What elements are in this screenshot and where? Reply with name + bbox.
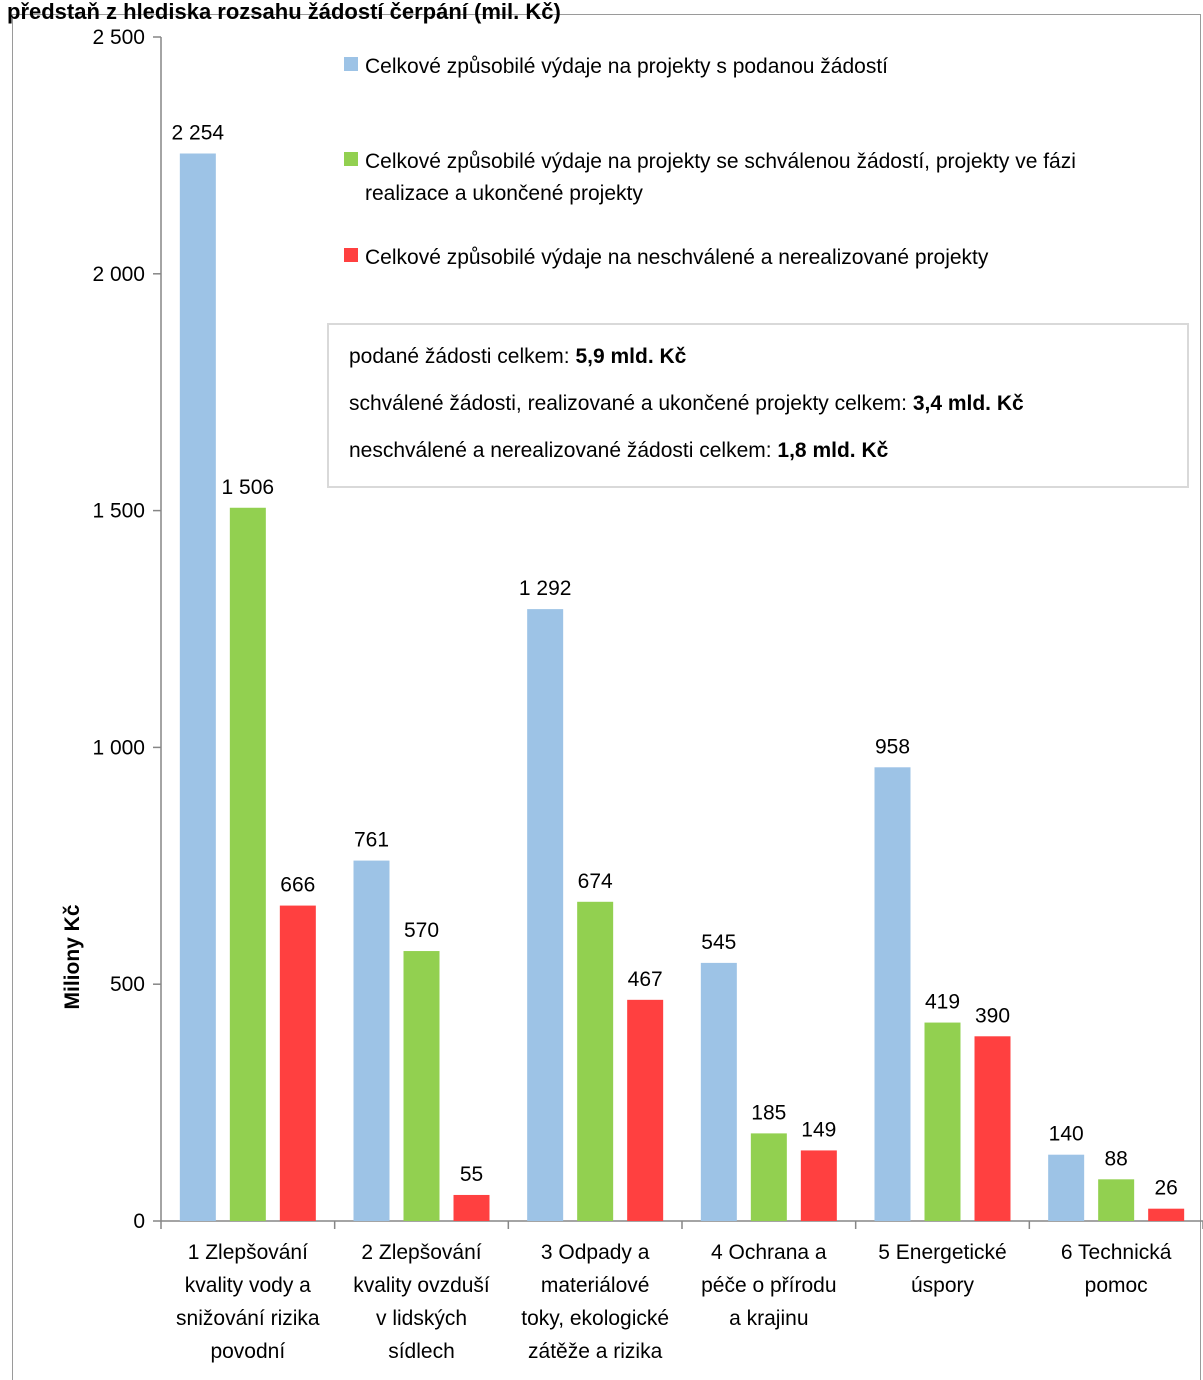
x-tick-label: a krajinu bbox=[729, 1307, 808, 1330]
summary-rejected-value: 1,8 mld. Kč bbox=[777, 439, 889, 462]
x-tick-label: 3 Odpady a bbox=[541, 1241, 650, 1264]
bar bbox=[1148, 1208, 1185, 1221]
bar bbox=[874, 767, 911, 1221]
data-label: 149 bbox=[801, 1118, 836, 1141]
x-tick-label: materiálové bbox=[541, 1274, 650, 1297]
x-tick-label: úspory bbox=[911, 1274, 975, 1297]
bar bbox=[924, 1022, 961, 1221]
data-label: 1 292 bbox=[519, 577, 572, 600]
summary-submitted: podané žádosti celkem: 5,9 mld. Kč bbox=[349, 345, 686, 369]
data-label: 140 bbox=[1049, 1123, 1084, 1146]
data-label: 26 bbox=[1154, 1177, 1177, 1200]
data-label: 390 bbox=[975, 1004, 1010, 1027]
data-label: 419 bbox=[925, 991, 960, 1014]
data-label: 958 bbox=[875, 735, 910, 758]
data-label: 545 bbox=[701, 931, 736, 954]
chart-frame: předstaň z hlediska rozsahu žádostí čerp… bbox=[7, 0, 1201, 1380]
legend-swatch bbox=[344, 152, 358, 166]
summary-rejected-text: neschválené a nerealizované žádosti celk… bbox=[349, 439, 778, 462]
bar bbox=[800, 1150, 837, 1221]
x-tick-label: 6 Technická bbox=[1061, 1241, 1172, 1264]
summary-box: podané žádosti celkem: 5,9 mld. Kč schvá… bbox=[327, 323, 1189, 488]
bar bbox=[577, 901, 614, 1221]
summary-submitted-value: 5,9 mld. Kč bbox=[575, 345, 687, 368]
y-tick-label: 2 000 bbox=[92, 263, 145, 286]
bar bbox=[627, 999, 664, 1221]
summary-approved: schválené žádosti, realizované a ukončen… bbox=[349, 392, 1024, 416]
bar bbox=[453, 1194, 490, 1221]
data-label: 467 bbox=[628, 968, 663, 991]
legend-label: realizace a ukončené projekty bbox=[365, 182, 643, 205]
bar bbox=[229, 507, 266, 1221]
bar bbox=[1048, 1154, 1085, 1221]
summary-submitted-text: podané žádosti celkem: bbox=[349, 345, 576, 368]
data-label: 1 506 bbox=[222, 476, 275, 499]
x-tick-label: kvality ovzduší bbox=[353, 1274, 490, 1297]
bar bbox=[750, 1133, 787, 1221]
data-label: 185 bbox=[751, 1101, 786, 1124]
y-tick-label: 1 500 bbox=[92, 500, 145, 523]
legend-swatch bbox=[344, 57, 358, 71]
legend-swatch bbox=[344, 248, 358, 262]
x-tick-label: povodní bbox=[210, 1340, 285, 1363]
bar bbox=[700, 962, 737, 1221]
x-tick-label: zátěže a rizika bbox=[528, 1340, 663, 1363]
x-tick-label: 2 Zlepšování bbox=[361, 1241, 481, 1264]
x-tick-label: pomoc bbox=[1085, 1274, 1148, 1297]
bar bbox=[403, 951, 440, 1221]
legend-label: Celkové způsobilé výdaje na neschválené … bbox=[365, 246, 989, 269]
bar bbox=[279, 905, 316, 1221]
y-tick-label: 1 000 bbox=[92, 736, 145, 759]
x-tick-label: péče o přírodu bbox=[701, 1274, 836, 1297]
y-tick-label: 2 500 bbox=[92, 26, 145, 49]
bar bbox=[974, 1036, 1011, 1221]
x-tick-label: 5 Energetické bbox=[878, 1241, 1006, 1264]
y-axis-label: Miliony Kč bbox=[61, 904, 84, 1009]
legend-label: Celkové způsobilé výdaje na projekty se … bbox=[365, 150, 1076, 173]
chart-title: předstaň z hlediska rozsahu žádostí čerp… bbox=[7, 0, 561, 24]
x-tick-label: snižování rizika bbox=[176, 1307, 320, 1330]
bar bbox=[179, 153, 216, 1221]
x-tick-label: 1 Zlepšování bbox=[188, 1241, 308, 1264]
x-tick-label: v lidských bbox=[376, 1307, 467, 1330]
y-tick-label: 0 bbox=[133, 1210, 145, 1233]
bar bbox=[1098, 1179, 1135, 1221]
data-label: 674 bbox=[578, 870, 613, 893]
x-tick-label: toky, ekologické bbox=[521, 1307, 669, 1330]
legend-label: Celkové způsobilé výdaje na projekty s p… bbox=[365, 55, 888, 78]
summary-approved-text: schválené žádosti, realizované a ukončen… bbox=[349, 392, 913, 415]
x-tick-label: 4 Ochrana a bbox=[711, 1241, 827, 1264]
data-label: 666 bbox=[280, 874, 315, 897]
summary-approved-value: 3,4 mld. Kč bbox=[912, 392, 1024, 415]
bar bbox=[527, 609, 564, 1221]
summary-rejected: neschválené a nerealizované žádosti celk… bbox=[349, 439, 888, 463]
data-label: 88 bbox=[1104, 1147, 1127, 1170]
bar bbox=[353, 860, 390, 1221]
data-label: 570 bbox=[404, 919, 439, 942]
data-label: 2 254 bbox=[172, 122, 225, 145]
x-tick-label: sídlech bbox=[388, 1340, 455, 1363]
x-tick-label: kvality vody a bbox=[185, 1274, 311, 1297]
y-tick-label: 500 bbox=[110, 973, 145, 996]
data-label: 55 bbox=[460, 1163, 483, 1186]
data-label: 761 bbox=[354, 829, 389, 852]
